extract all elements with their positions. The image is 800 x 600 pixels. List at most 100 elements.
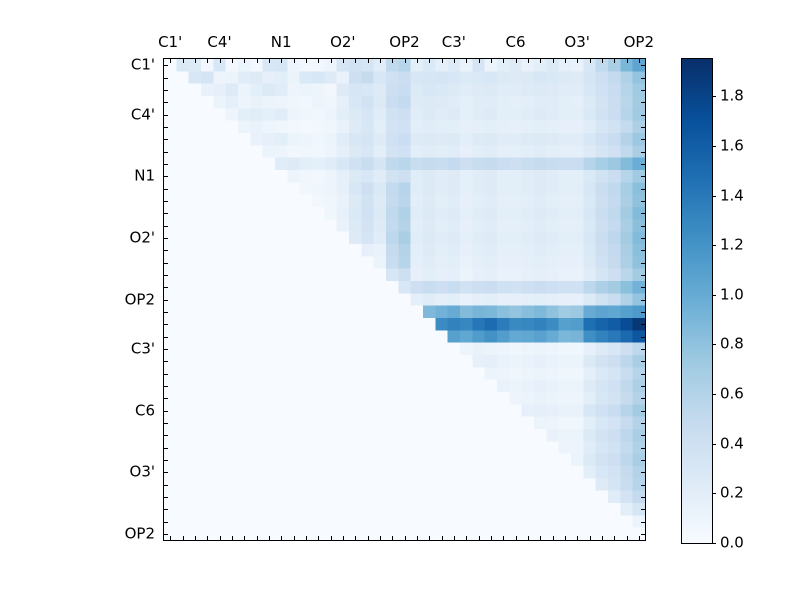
x-tick-label: C3' <box>441 33 466 51</box>
x-tick <box>219 59 221 63</box>
y-tick <box>164 447 168 449</box>
x-tick-label: O3' <box>564 33 590 51</box>
y-tick <box>164 496 168 498</box>
x-tick <box>416 59 418 63</box>
colorbar-tick-label: 0.6 <box>720 384 744 403</box>
x-tick-label: O2' <box>330 33 356 51</box>
y-tick <box>641 324 645 326</box>
y-tick <box>164 163 168 165</box>
x-tick <box>577 536 579 540</box>
y-tick <box>641 114 645 116</box>
y-tick <box>164 274 168 276</box>
x-tick <box>392 59 394 63</box>
colorbar-tick-label: 0.4 <box>720 434 744 453</box>
x-tick <box>244 536 246 540</box>
x-tick <box>601 536 603 540</box>
x-tick <box>342 59 344 63</box>
y-tick <box>641 447 645 449</box>
y-tick <box>164 385 168 387</box>
y-tick <box>641 102 645 104</box>
colorbar-tick-label: 1.4 <box>720 186 744 204</box>
y-tick <box>641 139 645 141</box>
y-tick-label: C1' <box>130 55 155 74</box>
x-tick <box>305 59 307 63</box>
colorbar-tick <box>712 543 716 544</box>
colorbar-tick-label: 1.0 <box>720 285 744 304</box>
x-tick-label: C6 <box>505 33 526 51</box>
x-tick <box>293 536 295 540</box>
y-tick-label: C3' <box>130 339 155 358</box>
x-tick <box>614 536 616 540</box>
y-tick <box>641 250 645 252</box>
heatmap-image <box>164 59 645 540</box>
x-tick <box>416 536 418 540</box>
y-tick <box>164 176 168 178</box>
colorbar-tick-label: 1.2 <box>720 235 744 254</box>
y-tick <box>641 422 645 424</box>
x-tick-label: OP2 <box>389 33 420 51</box>
y-tick <box>641 361 645 363</box>
y-tick <box>164 89 168 91</box>
x-tick <box>318 59 320 63</box>
x-tick <box>503 59 505 63</box>
y-tick <box>164 287 168 289</box>
x-tick <box>293 59 295 63</box>
colorbar-tick-label: 1.6 <box>720 136 744 155</box>
y-tick <box>641 262 645 264</box>
y-tick <box>164 200 168 202</box>
y-tick <box>164 459 168 461</box>
y-tick <box>641 299 645 301</box>
x-tick <box>626 536 628 540</box>
x-tick <box>540 59 542 63</box>
y-tick <box>164 114 168 116</box>
y-tick <box>164 102 168 104</box>
x-tick <box>342 536 344 540</box>
x-tick <box>355 59 357 63</box>
y-tick-label: O3' <box>129 462 155 481</box>
y-tick <box>641 151 645 153</box>
y-tick <box>164 237 168 239</box>
x-tick <box>626 59 628 63</box>
colorbar-tick <box>712 245 716 247</box>
colorbar-tick <box>712 96 716 98</box>
y-tick <box>641 65 645 67</box>
x-tick-label: C4' <box>207 33 232 51</box>
y-tick <box>641 373 645 375</box>
x-tick <box>564 59 566 63</box>
x-tick <box>601 59 603 63</box>
colorbar-tick <box>712 294 716 296</box>
y-tick <box>164 373 168 375</box>
y-tick <box>164 151 168 153</box>
y-tick-label: O2' <box>129 228 155 247</box>
y-tick <box>164 324 168 326</box>
y-tick <box>641 237 645 239</box>
y-tick <box>641 213 645 215</box>
y-tick <box>164 299 168 301</box>
x-tick <box>404 536 406 540</box>
y-tick <box>641 533 645 535</box>
x-tick <box>478 59 480 63</box>
y-tick <box>641 176 645 178</box>
x-tick <box>207 536 209 540</box>
x-tick <box>231 536 233 540</box>
y-tick <box>164 311 168 313</box>
x-tick <box>281 536 283 540</box>
x-tick <box>268 59 270 63</box>
x-tick <box>379 59 381 63</box>
x-tick <box>564 536 566 540</box>
x-tick <box>515 536 517 540</box>
colorbar-tick-label: 0.8 <box>720 334 744 353</box>
y-tick <box>164 521 168 523</box>
y-tick <box>641 77 645 79</box>
x-tick <box>552 536 554 540</box>
x-tick <box>268 536 270 540</box>
y-tick <box>641 200 645 202</box>
x-tick <box>540 536 542 540</box>
x-tick <box>552 59 554 63</box>
colorbar-tick <box>712 394 716 396</box>
x-tick <box>503 536 505 540</box>
y-tick <box>641 348 645 350</box>
x-tick <box>429 59 431 63</box>
y-tick <box>641 410 645 412</box>
y-tick <box>641 287 645 289</box>
